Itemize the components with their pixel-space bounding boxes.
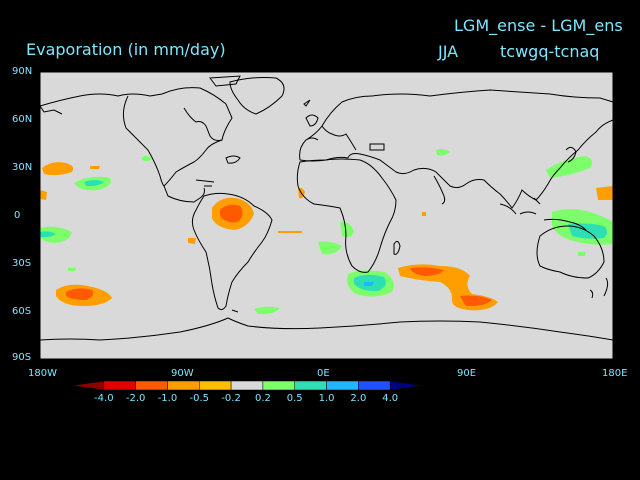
anomaly-negative-region	[42, 162, 74, 176]
anomaly-negative-region	[278, 231, 302, 233]
british-isles	[305, 114, 319, 127]
variables-label: tcwgq-tcnaq	[500, 42, 600, 61]
colorbar-tick-label: -2.0	[125, 393, 146, 404]
lon-label-180e: 180E	[602, 368, 628, 379]
anomaly-positive-region	[142, 155, 152, 162]
lat-label-60n: 60N	[12, 114, 33, 125]
anomaly-positive-region	[84, 180, 104, 187]
greenland-coast	[229, 77, 285, 115]
caribbean-islands	[195, 179, 215, 187]
anomaly-contours	[40, 148, 613, 315]
lat-label-30s: 30S	[12, 258, 32, 269]
colorbar-swatch	[358, 380, 391, 391]
season-label: JJA	[438, 42, 459, 61]
anomaly-positive-region	[68, 268, 76, 271]
anomaly-negative-region	[458, 282, 466, 288]
colorbar-tick-label: 0.5	[286, 393, 303, 404]
falkland-islands	[231, 309, 239, 313]
colorbar-tick-label: 1.0	[318, 393, 335, 404]
maritime-continent	[499, 197, 587, 231]
colorbar-swatch	[326, 380, 359, 391]
new-zealand	[603, 277, 609, 297]
australia-coast	[536, 225, 605, 279]
tasmania	[589, 289, 594, 299]
coastlines	[39, 75, 614, 341]
map-plot-area	[40, 72, 613, 359]
anomaly-negative-region	[422, 212, 426, 216]
colorbar-tick-label: 4.0	[382, 393, 399, 404]
anomaly-positive-region	[254, 306, 280, 315]
colorbar-tick-label: 0.2	[254, 393, 271, 404]
lat-label-60s: 60S	[12, 306, 32, 317]
lat-label-90n: 90N	[12, 66, 33, 77]
india-tip	[433, 175, 446, 205]
colorbar-swatch	[389, 380, 423, 391]
madagascar	[393, 240, 401, 255]
asia-coast	[347, 89, 614, 209]
iceland	[303, 99, 311, 107]
lon-label-90w: 90W	[171, 368, 194, 379]
anomaly-positive-region	[40, 226, 72, 243]
anomaly-negative-region	[460, 295, 492, 307]
colorbar-tick-label: -0.5	[189, 393, 210, 404]
colorbar-tick-label: 2.0	[350, 393, 367, 404]
anomaly-negative-region	[66, 288, 94, 300]
colorbar-swatch	[262, 380, 295, 391]
colorbar-tick-label: -4.0	[94, 393, 114, 404]
anomaly-negative-region	[40, 190, 47, 200]
colorbar-swatch	[167, 380, 200, 391]
experiment-title: LGM_ense - LGM_ens	[454, 16, 623, 35]
newfoundland	[225, 155, 241, 164]
antarctica-coast	[39, 317, 614, 341]
colorbar-swatch	[135, 380, 168, 391]
colorbar-swatch	[71, 380, 105, 391]
south-america-coast	[191, 192, 273, 311]
lon-label-90e: 90E	[457, 368, 477, 379]
anomaly-positive-region	[340, 221, 354, 238]
anomaly-negative-region	[90, 166, 100, 169]
caspian-sea	[369, 143, 385, 151]
lon-label-180w: 180W	[28, 368, 57, 379]
colorbar	[71, 380, 423, 391]
anomaly-positive-region	[578, 252, 586, 256]
colorbar-tick-label: -0.2	[221, 393, 241, 404]
japan-coast	[565, 146, 577, 163]
lat-label-eq: 0	[14, 210, 21, 221]
colorbar-swatch	[103, 380, 136, 391]
anomaly-positive-region	[318, 241, 342, 255]
hudson-bay	[183, 107, 223, 141]
colorbar-swatch	[230, 380, 264, 391]
anomaly-negative-region	[410, 267, 444, 276]
anomaly-positive-region	[436, 148, 450, 156]
map-frame	[39, 71, 614, 360]
colorbar-swatch	[199, 380, 232, 391]
anomaly-negative-region	[596, 186, 613, 200]
anomaly-positive-region	[546, 156, 593, 178]
anomaly-negative-region	[220, 204, 243, 223]
anomaly-positive-region	[364, 282, 374, 286]
arctic-islands	[209, 75, 241, 87]
alaska-coast	[39, 105, 63, 115]
lat-label-30n: 30N	[12, 162, 33, 173]
anomaly-negative-region	[188, 238, 196, 244]
colorbar-swatch	[294, 380, 327, 391]
north-america-west-coast	[122, 95, 165, 187]
lat-label-90s: 90S	[12, 352, 32, 363]
europe-coast	[299, 95, 373, 162]
lon-label-0e: 0E	[317, 368, 330, 379]
map-title: Evaporation (in mm/day)	[26, 40, 226, 59]
colorbar-tick-label: -1.0	[157, 393, 178, 404]
anomaly-positive-region	[40, 231, 56, 238]
africa-coast	[296, 158, 397, 273]
